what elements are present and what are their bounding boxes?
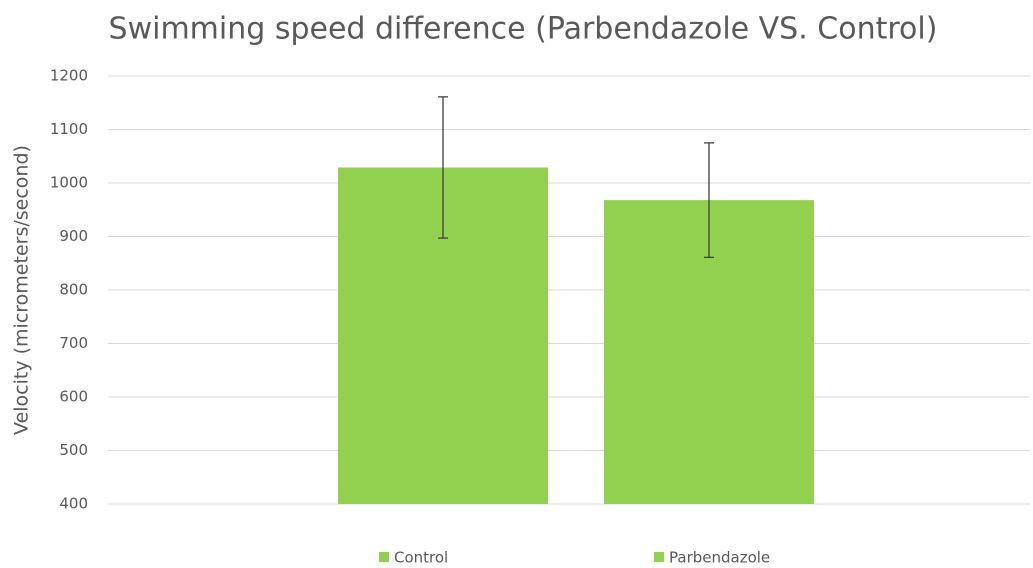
y-tick-label: 700	[59, 334, 88, 352]
y-tick-label: 900	[59, 227, 88, 245]
y-tick-label: 400	[59, 495, 88, 513]
legend-swatch	[654, 552, 664, 562]
y-tick-label: 1100	[50, 120, 88, 138]
y-tick-label: 800	[59, 281, 88, 299]
y-tick-label: 1200	[50, 67, 88, 85]
legend-label: Parbendazole	[669, 549, 770, 567]
legend-label: Control	[394, 549, 448, 567]
y-axis-label: Velocity (micrometers/second)	[11, 145, 33, 435]
y-tick-label: 600	[59, 388, 88, 406]
legend-swatch	[379, 552, 389, 562]
y-tick-label: 1000	[50, 174, 88, 192]
y-tick-label: 500	[59, 441, 88, 459]
chart-title: Swimming speed difference (Parbendazole …	[109, 12, 938, 47]
